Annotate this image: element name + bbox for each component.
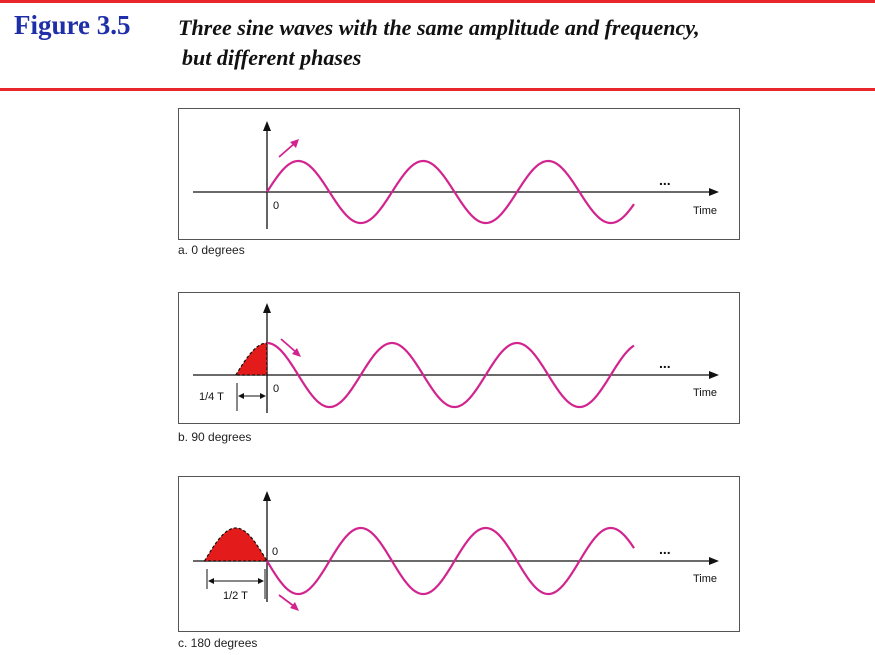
figure-caption-line-2: but different phases	[182, 45, 362, 70]
phase-direction-arrowhead	[290, 602, 299, 611]
phase-direction-arrow	[278, 594, 296, 608]
origin-label: 0	[272, 546, 278, 558]
phase-direction-arrowhead	[292, 348, 301, 357]
panel-c: 1/2 T 0 ... Time	[178, 476, 740, 632]
amplitude-axis-arrowhead	[263, 121, 271, 131]
phase-shift-label: 1/4 T	[199, 391, 224, 403]
sine-wave	[266, 526, 635, 596]
sine-wave-diagram-c: 1/2 T 0 ... Time	[193, 491, 719, 611]
shift-bracket-arrow-right	[258, 578, 264, 584]
header-rule	[0, 88, 875, 91]
sine-wave	[266, 159, 635, 225]
shifted-area	[203, 527, 269, 562]
panel-b-caption: b. 90 degrees	[178, 430, 252, 444]
panel-a-caption: a. 0 degrees	[178, 243, 245, 257]
phase-direction-arrow	[278, 142, 296, 158]
sine-wave	[266, 341, 635, 409]
top-rule	[0, 0, 875, 3]
sine-wave-diagram-a: 0 ... Time	[193, 121, 719, 229]
time-axis-arrowhead	[709, 188, 719, 196]
shift-bracket-arrow-left	[208, 578, 214, 584]
phase-direction-arrowhead	[290, 139, 299, 148]
amplitude-axis-arrowhead	[263, 303, 271, 313]
continuation-dots: ...	[659, 355, 671, 371]
shift-bracket-arrow-right	[260, 393, 266, 399]
panel-b: 1/4 T 0 ... Time	[178, 292, 740, 424]
phase-direction-arrow	[280, 338, 298, 354]
time-axis-label: Time	[693, 387, 717, 399]
continuation-dots: ...	[659, 172, 671, 188]
panel-a: 0 ... Time	[178, 108, 740, 240]
figure-number: Figure 3.5	[14, 10, 131, 40]
figure-caption: Three sine waves with the same amplitude…	[178, 13, 858, 73]
panel-c-caption: c. 180 degrees	[178, 636, 258, 650]
time-axis-arrowhead	[709, 371, 719, 379]
origin-label: 0	[273, 383, 279, 395]
continuation-dots: ...	[659, 541, 671, 557]
figure-caption-line-1: Three sine waves with the same amplitude…	[178, 15, 700, 40]
amplitude-axis-arrowhead	[263, 491, 271, 501]
phase-shift-label: 1/2 T	[223, 590, 248, 602]
time-axis-label: Time	[693, 573, 717, 585]
origin-label: 0	[273, 200, 279, 212]
sine-wave-diagram-b: 1/4 T 0 ... Time	[193, 303, 719, 413]
time-axis-label: Time	[693, 205, 717, 217]
shifted-area	[234, 342, 268, 376]
shift-bracket-arrow-left	[238, 393, 244, 399]
time-axis-arrowhead	[709, 557, 719, 565]
